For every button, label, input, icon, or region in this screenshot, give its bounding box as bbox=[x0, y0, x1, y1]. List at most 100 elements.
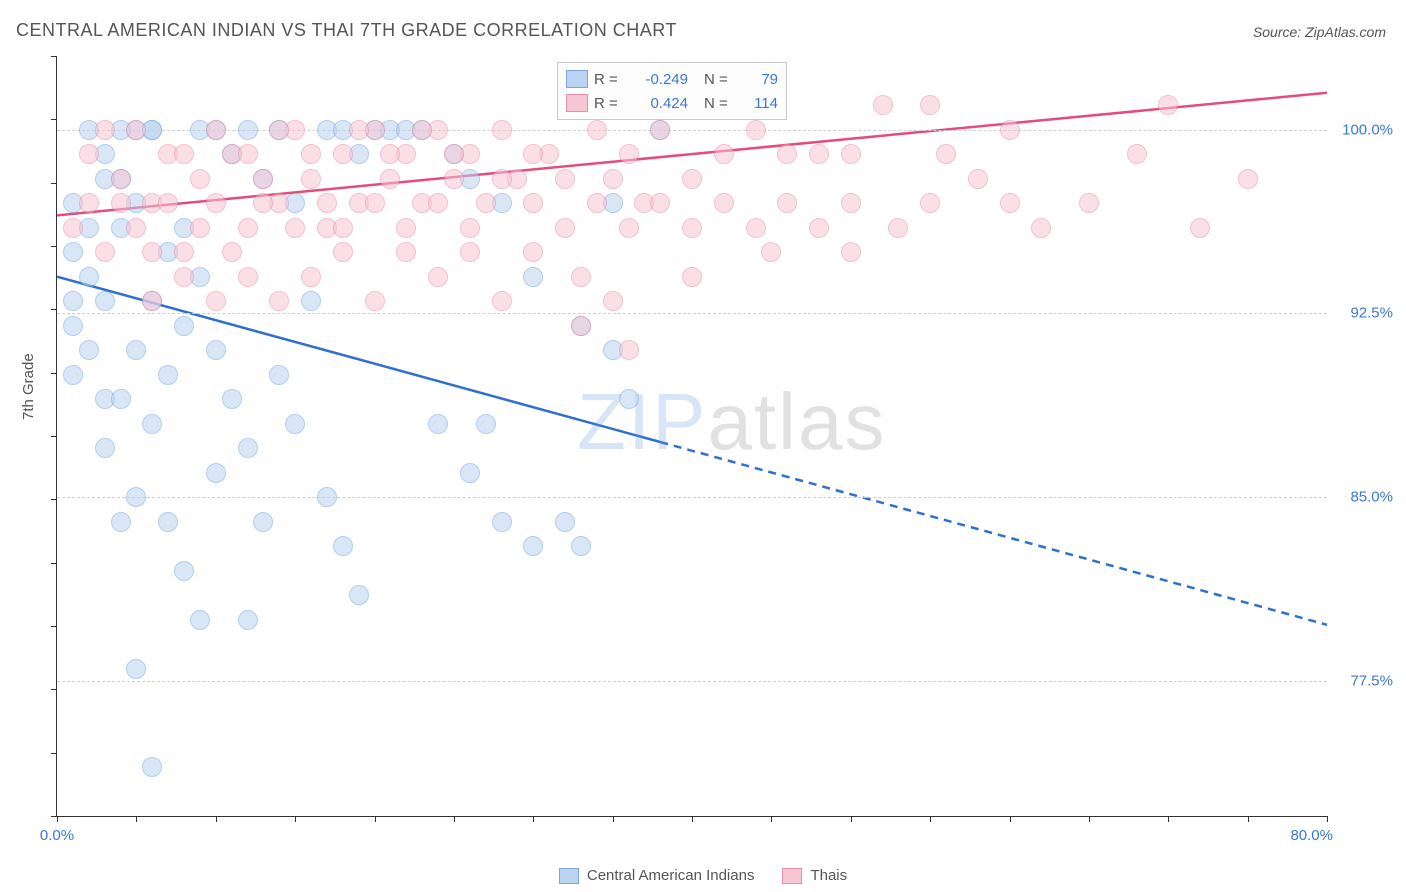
scatter-point bbox=[238, 610, 258, 630]
scatter-point bbox=[396, 218, 416, 238]
scatter-point bbox=[523, 144, 543, 164]
x-tick-mark bbox=[216, 816, 217, 822]
scatter-point bbox=[253, 512, 273, 532]
scatter-point bbox=[571, 316, 591, 336]
y-tick-mark bbox=[51, 246, 57, 247]
scatter-point bbox=[79, 144, 99, 164]
legend-row: R =0.424N =114 bbox=[566, 91, 778, 115]
scatter-point bbox=[841, 193, 861, 213]
scatter-point bbox=[714, 144, 734, 164]
y-tick-mark bbox=[51, 309, 57, 310]
chart-title: CENTRAL AMERICAN INDIAN VS THAI 7TH GRAD… bbox=[16, 20, 677, 41]
scatter-point bbox=[1158, 95, 1178, 115]
scatter-point bbox=[619, 218, 639, 238]
x-tick-mark bbox=[57, 816, 58, 822]
scatter-point bbox=[253, 193, 273, 213]
correlation-legend-panel: R =-0.249N =79R =0.424N =114 bbox=[557, 62, 787, 120]
scatter-point bbox=[111, 512, 131, 532]
scatter-point bbox=[920, 95, 940, 115]
scatter-point bbox=[95, 438, 115, 458]
scatter-point bbox=[111, 193, 131, 213]
scatter-point bbox=[412, 120, 432, 140]
y-tick-mark bbox=[51, 183, 57, 184]
scatter-point bbox=[126, 340, 146, 360]
legend-r-label: R = bbox=[594, 95, 626, 112]
y-tick-mark bbox=[51, 373, 57, 374]
scatter-point bbox=[79, 193, 99, 213]
scatter-point bbox=[714, 193, 734, 213]
scatter-point bbox=[841, 242, 861, 262]
x-tick-label: 0.0% bbox=[40, 827, 74, 844]
scatter-point bbox=[269, 365, 289, 385]
scatter-point bbox=[571, 536, 591, 556]
scatter-point bbox=[206, 193, 226, 213]
scatter-point bbox=[333, 144, 353, 164]
scatter-point bbox=[460, 218, 480, 238]
scatter-point bbox=[492, 169, 512, 189]
legend-n-label: N = bbox=[704, 71, 738, 88]
scatter-point bbox=[63, 218, 83, 238]
scatter-point bbox=[682, 169, 702, 189]
scatter-point bbox=[603, 291, 623, 311]
x-tick-mark bbox=[136, 816, 137, 822]
x-tick-mark bbox=[1089, 816, 1090, 822]
bottom-legend-label: Central American Indians bbox=[587, 867, 755, 884]
y-axis-label: 7th Grade bbox=[20, 353, 37, 420]
scatter-point bbox=[682, 218, 702, 238]
x-tick-label-right: 80.0% bbox=[1290, 827, 1333, 844]
y-tick-mark bbox=[51, 753, 57, 754]
scatter-point bbox=[190, 610, 210, 630]
x-tick-mark bbox=[533, 816, 534, 822]
scatter-point bbox=[142, 242, 162, 262]
scatter-point bbox=[523, 536, 543, 556]
legend-n-value: 114 bbox=[744, 95, 778, 112]
scatter-point bbox=[936, 144, 956, 164]
scatter-point bbox=[746, 218, 766, 238]
scatter-point bbox=[968, 169, 988, 189]
scatter-point bbox=[111, 169, 131, 189]
legend-swatch bbox=[559, 868, 579, 884]
scatter-point bbox=[619, 144, 639, 164]
scatter-point bbox=[238, 120, 258, 140]
scatter-point bbox=[174, 144, 194, 164]
scatter-point bbox=[63, 316, 83, 336]
y-tick-mark bbox=[51, 436, 57, 437]
chart-plot-area: ZIPatlas R =-0.249N =79R =0.424N =114 77… bbox=[56, 56, 1327, 817]
bottom-legend-label: Thais bbox=[810, 867, 847, 884]
y-tick-mark bbox=[51, 626, 57, 627]
scatter-point bbox=[301, 267, 321, 287]
scatter-point bbox=[206, 291, 226, 311]
scatter-point bbox=[571, 267, 591, 287]
legend-swatch bbox=[566, 94, 588, 112]
bottom-legend: Central American Indians Thais bbox=[0, 867, 1406, 884]
scatter-point bbox=[174, 316, 194, 336]
y-tick-label: 77.5% bbox=[1350, 673, 1393, 690]
scatter-point bbox=[79, 267, 99, 287]
y-tick-mark bbox=[51, 563, 57, 564]
scatter-point bbox=[444, 144, 464, 164]
x-tick-mark bbox=[1168, 816, 1169, 822]
scatter-point bbox=[238, 218, 258, 238]
gridline-h bbox=[57, 497, 1327, 498]
scatter-point bbox=[238, 267, 258, 287]
scatter-point bbox=[142, 291, 162, 311]
legend-swatch bbox=[566, 70, 588, 88]
x-tick-mark bbox=[613, 816, 614, 822]
scatter-point bbox=[1190, 218, 1210, 238]
x-tick-mark bbox=[454, 816, 455, 822]
x-tick-mark bbox=[1248, 816, 1249, 822]
x-tick-mark bbox=[692, 816, 693, 822]
scatter-point bbox=[174, 561, 194, 581]
scatter-point bbox=[317, 193, 337, 213]
scatter-point bbox=[1127, 144, 1147, 164]
gridline-h bbox=[57, 313, 1327, 314]
scatter-point bbox=[63, 291, 83, 311]
scatter-point bbox=[142, 414, 162, 434]
x-tick-mark bbox=[1010, 816, 1011, 822]
scatter-point bbox=[63, 242, 83, 262]
scatter-point bbox=[603, 169, 623, 189]
scatter-point bbox=[301, 169, 321, 189]
y-tick-label: 85.0% bbox=[1350, 489, 1393, 506]
legend-r-value: 0.424 bbox=[632, 95, 688, 112]
scatter-point bbox=[650, 193, 670, 213]
